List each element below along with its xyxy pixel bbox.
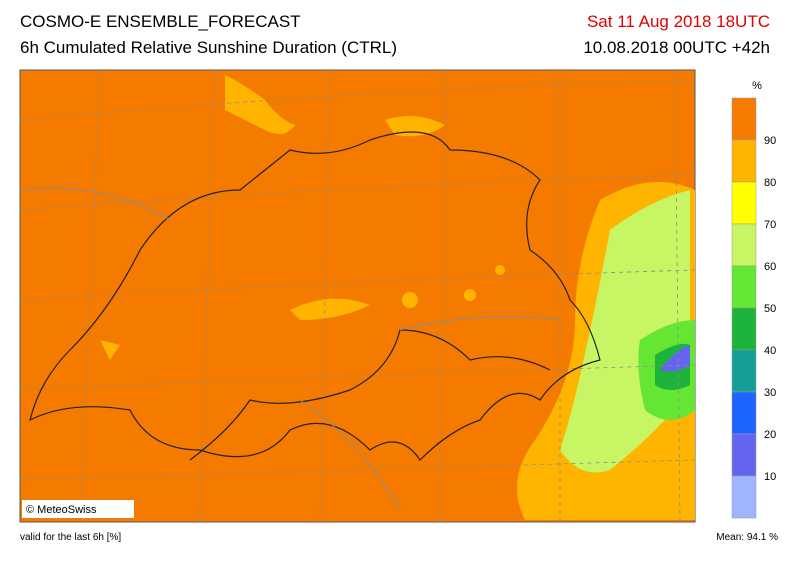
valid-time: Sat 11 Aug 2018 18UTC: [587, 12, 770, 31]
colorbar-bin: [731, 349, 757, 393]
rivers: [19, 187, 561, 511]
copyright-box: [22, 500, 134, 518]
colorbar-label: 90: [764, 135, 776, 147]
title: COSMO-E ENSEMBLE_FORECAST: [20, 12, 301, 31]
colorbar-unit: %: [752, 80, 762, 92]
colorbar-bin: [731, 265, 757, 309]
copyright: © MeteoSwiss: [26, 504, 97, 516]
subtitle: 6h Cumulated Relative Sunshine Duration …: [20, 38, 397, 57]
colorbar-label: 20: [764, 429, 776, 441]
colorbar-bin: [731, 475, 757, 519]
colorbar-bin: [731, 181, 757, 225]
footer-validity: valid for the last 6h [%]: [20, 532, 121, 543]
borders: [29, 131, 601, 461]
colorbar-bin: [731, 433, 757, 477]
colorbar-label: 70: [764, 219, 776, 231]
colorbar-bin: [731, 307, 757, 351]
colorbar-bin: [731, 97, 757, 141]
colorbar-bin: [731, 139, 757, 183]
colorbar-bin: [731, 223, 757, 267]
colorbar-label: 80: [764, 177, 776, 189]
graticule: [19, 69, 696, 523]
map: © MeteoSwiss: [19, 69, 696, 523]
colorbar-label: 50: [764, 303, 776, 315]
colorbar-label: 10: [764, 471, 776, 483]
colorbar: % 90 80 70 60 50 40 30 20 10: [731, 80, 776, 519]
footer-mean: Mean: 94.1 %: [716, 532, 778, 543]
colorbar-label: 30: [764, 387, 776, 399]
blue-patch: [660, 345, 690, 372]
colorbar-label: 40: [764, 345, 776, 357]
colorbar-label: 60: [764, 261, 776, 273]
run-info: 10.08.2018 00UTC +42h: [583, 38, 770, 57]
colorbar-bin: [731, 391, 757, 435]
